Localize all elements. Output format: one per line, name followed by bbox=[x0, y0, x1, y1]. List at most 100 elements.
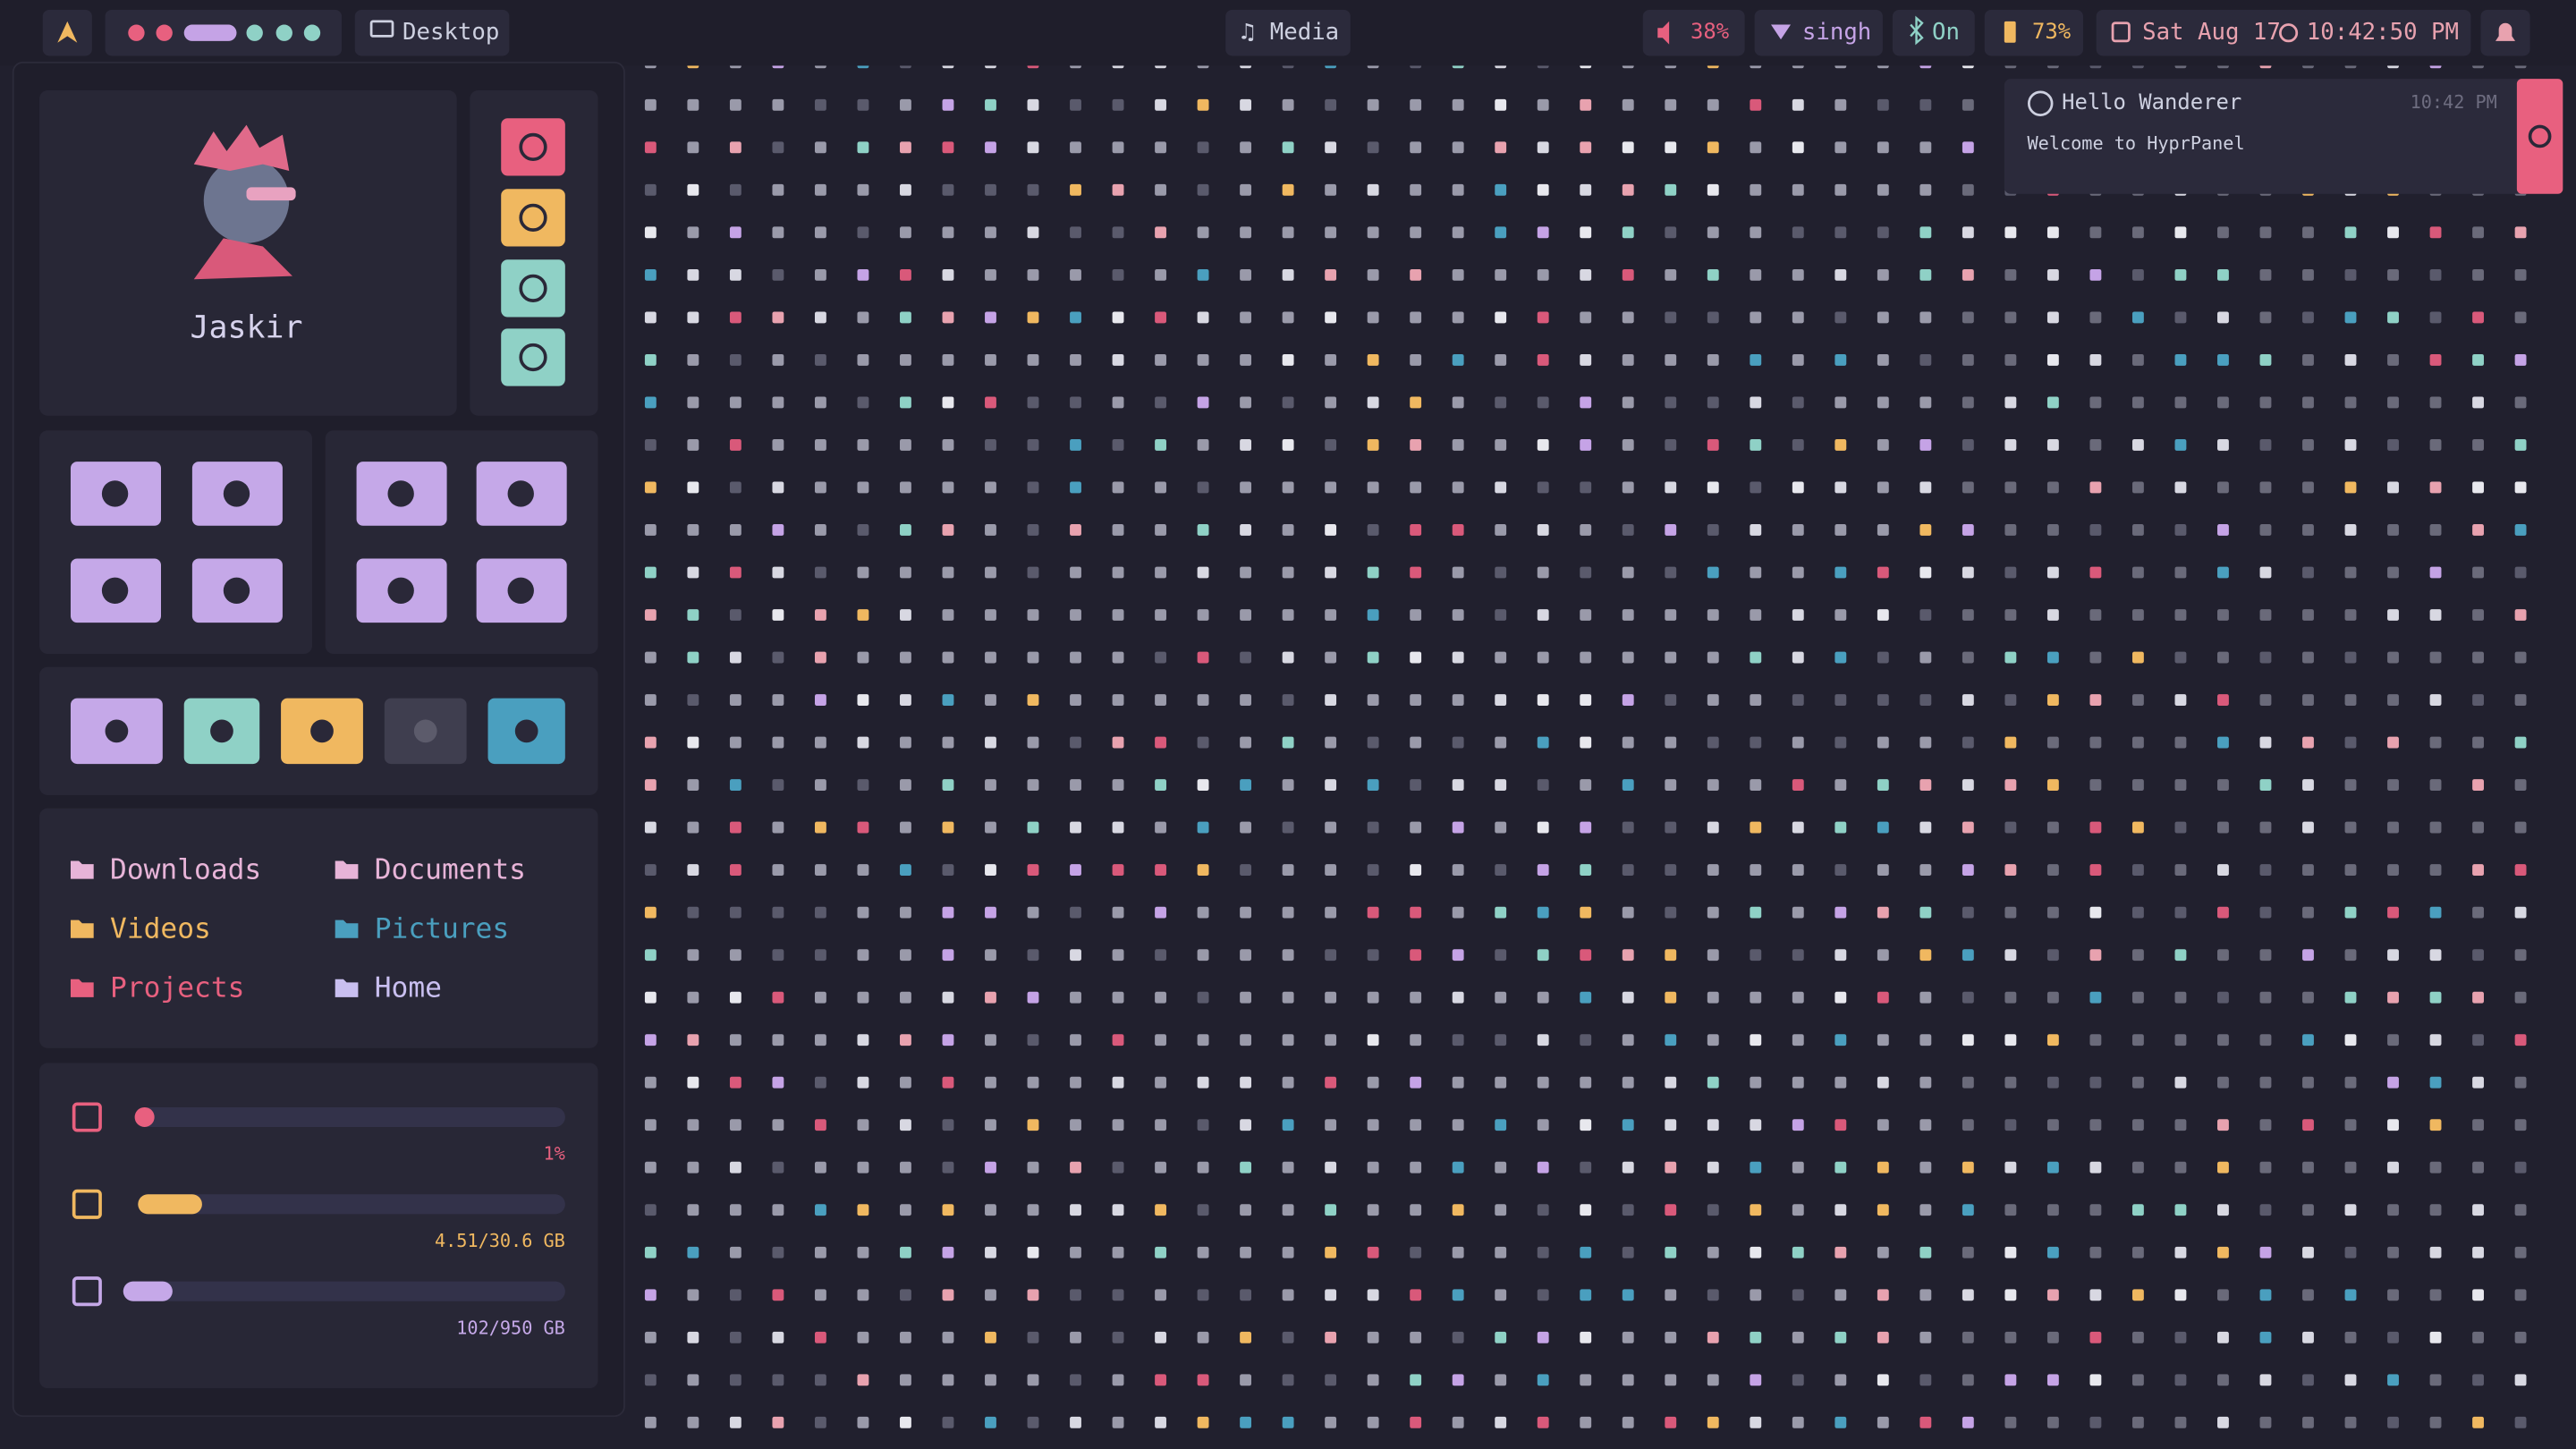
wallpaper-dot bbox=[644, 141, 657, 154]
wallpaper-dot bbox=[1962, 1161, 1974, 1174]
wallpaper-dot bbox=[900, 481, 911, 494]
wallpaper-dot bbox=[1197, 1119, 1209, 1131]
wallpaper-dot bbox=[729, 864, 741, 877]
directory-link[interactable]: Pictures bbox=[375, 913, 509, 945]
wallpaper-dot bbox=[1452, 1246, 1464, 1258]
sleep-button[interactable] bbox=[501, 328, 565, 386]
wallpaper-dot bbox=[1919, 1246, 1932, 1258]
wallpaper-dot bbox=[2429, 353, 2442, 366]
wallpaper-dot bbox=[1325, 1289, 1337, 1301]
volume-module[interactable] bbox=[1642, 10, 1745, 56]
wallpaper-dot bbox=[2217, 481, 2229, 494]
info-icon bbox=[2027, 90, 2054, 116]
wallpaper-dot bbox=[1282, 1416, 1294, 1428]
close-icon bbox=[2528, 124, 2552, 148]
wallpaper-dot bbox=[2089, 1416, 2102, 1428]
wallpaper-dot bbox=[1367, 779, 1379, 792]
wallpaper-dot bbox=[2472, 396, 2484, 409]
wallpaper-dot bbox=[2429, 566, 2442, 579]
wallpaper-dot bbox=[2004, 268, 2017, 281]
wallpaper-dot bbox=[2259, 779, 2272, 792]
restart-button[interactable] bbox=[501, 189, 565, 247]
wallpaper-dot bbox=[985, 1246, 996, 1258]
wallpaper-dot bbox=[942, 353, 954, 366]
wallpaper-dot bbox=[1580, 524, 1592, 536]
wallpaper-dot bbox=[1919, 906, 1932, 919]
clock-module[interactable] bbox=[2096, 10, 2471, 56]
wallpaper-dot bbox=[857, 1374, 869, 1386]
wallpaper-dot bbox=[1495, 566, 1507, 579]
directory-link[interactable]: Documents bbox=[375, 853, 526, 886]
wallpaper-dot bbox=[1622, 396, 1634, 409]
logout-button[interactable] bbox=[501, 259, 565, 318]
network-module[interactable] bbox=[1754, 10, 1883, 56]
wallpaper-dot bbox=[1877, 396, 1889, 409]
wallpaper-dot bbox=[2302, 779, 2314, 792]
wallpaper-dot bbox=[1155, 949, 1166, 962]
wallpaper-dot bbox=[1197, 694, 1209, 706]
wallpaper-dot bbox=[1112, 1374, 1124, 1386]
wallpaper-dot bbox=[2514, 481, 2527, 494]
wallpaper-dot bbox=[1070, 949, 1081, 962]
wallpaper-dot bbox=[1537, 396, 1549, 409]
wallpaper-dot bbox=[687, 609, 699, 621]
workspace-dot[interactable] bbox=[303, 24, 321, 41]
wallpaper-dot bbox=[2131, 481, 2144, 494]
wallpaper-dot bbox=[1495, 98, 1507, 111]
wallpaper-dot bbox=[900, 694, 911, 706]
directory-link[interactable]: Downloads bbox=[110, 853, 261, 886]
folder-icon bbox=[335, 860, 359, 879]
directory-link[interactable]: Home bbox=[375, 972, 442, 1004]
wallpaper-dot bbox=[1707, 141, 1719, 154]
wallpaper-dot bbox=[2472, 821, 2484, 834]
wallpaper-dot bbox=[1495, 736, 1507, 749]
wallpaper-dot bbox=[2174, 821, 2187, 834]
wallpaper-dot bbox=[1580, 566, 1592, 579]
wallpaper-dot bbox=[1112, 906, 1124, 919]
wallpaper-dot bbox=[900, 1289, 911, 1301]
wallpaper-dot bbox=[1452, 821, 1464, 834]
bluetooth-module[interactable] bbox=[1892, 10, 1975, 56]
workspace-dot[interactable] bbox=[275, 24, 292, 41]
shutdown-button-icon bbox=[519, 132, 547, 161]
workspace-dot[interactable] bbox=[156, 24, 173, 41]
workspace-active[interactable] bbox=[183, 24, 237, 41]
wallpaper-dot bbox=[1282, 694, 1294, 706]
network-label: singh bbox=[1802, 19, 1871, 46]
wallpaper-dot bbox=[1707, 226, 1719, 239]
directory-link[interactable]: Projects bbox=[110, 972, 244, 1004]
wallpaper-dot bbox=[2514, 1331, 2527, 1343]
wallpaper-dot bbox=[1112, 651, 1124, 664]
notification[interactable] bbox=[2004, 79, 2563, 194]
wallpaper-dot bbox=[2174, 609, 2187, 621]
wallpaper-dot bbox=[2302, 949, 2314, 962]
wallpaper-dot bbox=[1155, 651, 1166, 664]
wallpaper-dot bbox=[2174, 694, 2187, 706]
wallpaper-dot bbox=[1367, 1289, 1379, 1301]
wallpaper-dot bbox=[1325, 1076, 1337, 1089]
directory-link[interactable]: Videos bbox=[110, 913, 211, 945]
wallpaper-dot bbox=[1197, 524, 1209, 536]
wallpaper-dot bbox=[1962, 183, 1974, 196]
wallpaper-dot bbox=[2089, 779, 2102, 792]
wallpaper-dot bbox=[2514, 651, 2527, 664]
workspace-dot[interactable] bbox=[246, 24, 263, 41]
wallpaper-dot bbox=[1835, 183, 1847, 196]
wallpaper-dot bbox=[1282, 566, 1294, 579]
wallpaper-dot bbox=[985, 1331, 996, 1343]
notification-close[interactable] bbox=[2516, 79, 2563, 194]
wallpaper-dot bbox=[2472, 311, 2484, 324]
disk-fill bbox=[123, 1281, 173, 1301]
clock-icon bbox=[2279, 23, 2299, 43]
wallpaper-dot bbox=[2344, 991, 2357, 1004]
workspace-dot[interactable] bbox=[128, 24, 145, 41]
wallpaper-dot bbox=[1750, 949, 1762, 962]
shutdown-button[interactable] bbox=[501, 118, 565, 176]
media-module[interactable] bbox=[1225, 10, 1351, 56]
wallpaper-dot bbox=[2344, 1161, 2357, 1174]
wallpaper-dot bbox=[1367, 1034, 1379, 1046]
wallpaper-dot bbox=[1919, 1416, 1932, 1428]
wallpaper-dot bbox=[2217, 524, 2229, 536]
wallpaper-dot bbox=[1495, 864, 1507, 877]
